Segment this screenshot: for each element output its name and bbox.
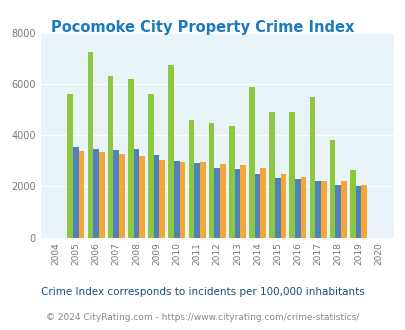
Bar [220,164,225,238]
Bar [349,170,355,238]
Bar [315,181,320,238]
Bar [300,177,306,238]
Bar [360,185,366,238]
Bar [194,163,199,238]
Bar [153,155,159,238]
Bar [188,120,194,238]
Bar [240,165,245,238]
Bar [93,148,99,238]
Bar [108,77,113,238]
Bar [289,112,294,238]
Bar [355,186,360,238]
Bar [309,97,315,238]
Bar [99,152,104,238]
Bar [269,112,274,238]
Bar [113,150,119,238]
Bar [329,141,335,238]
Bar [67,94,73,238]
Bar [320,181,326,238]
Bar [199,162,205,238]
Bar [73,147,79,238]
Bar [249,87,254,238]
Bar [294,179,300,238]
Bar [340,181,346,238]
Bar [208,122,214,238]
Bar [148,94,153,238]
Bar [260,168,265,238]
Bar [214,168,220,238]
Bar [274,178,280,238]
Bar [79,150,84,238]
Bar [128,79,133,238]
Text: Crime Index corresponds to incidents per 100,000 inhabitants: Crime Index corresponds to incidents per… [41,287,364,297]
Bar [335,185,340,238]
Bar [234,169,240,238]
Bar [179,162,185,238]
Text: Pocomoke City Property Crime Index: Pocomoke City Property Crime Index [51,20,354,35]
Bar [87,52,93,238]
Bar [228,126,234,238]
Bar [254,174,260,238]
Bar [159,160,165,238]
Bar [133,148,139,238]
Bar [119,154,124,238]
Bar [168,65,174,238]
Text: © 2024 CityRating.com - https://www.cityrating.com/crime-statistics/: © 2024 CityRating.com - https://www.city… [46,313,359,322]
Bar [280,174,286,238]
Bar [139,156,145,238]
Bar [174,161,179,238]
